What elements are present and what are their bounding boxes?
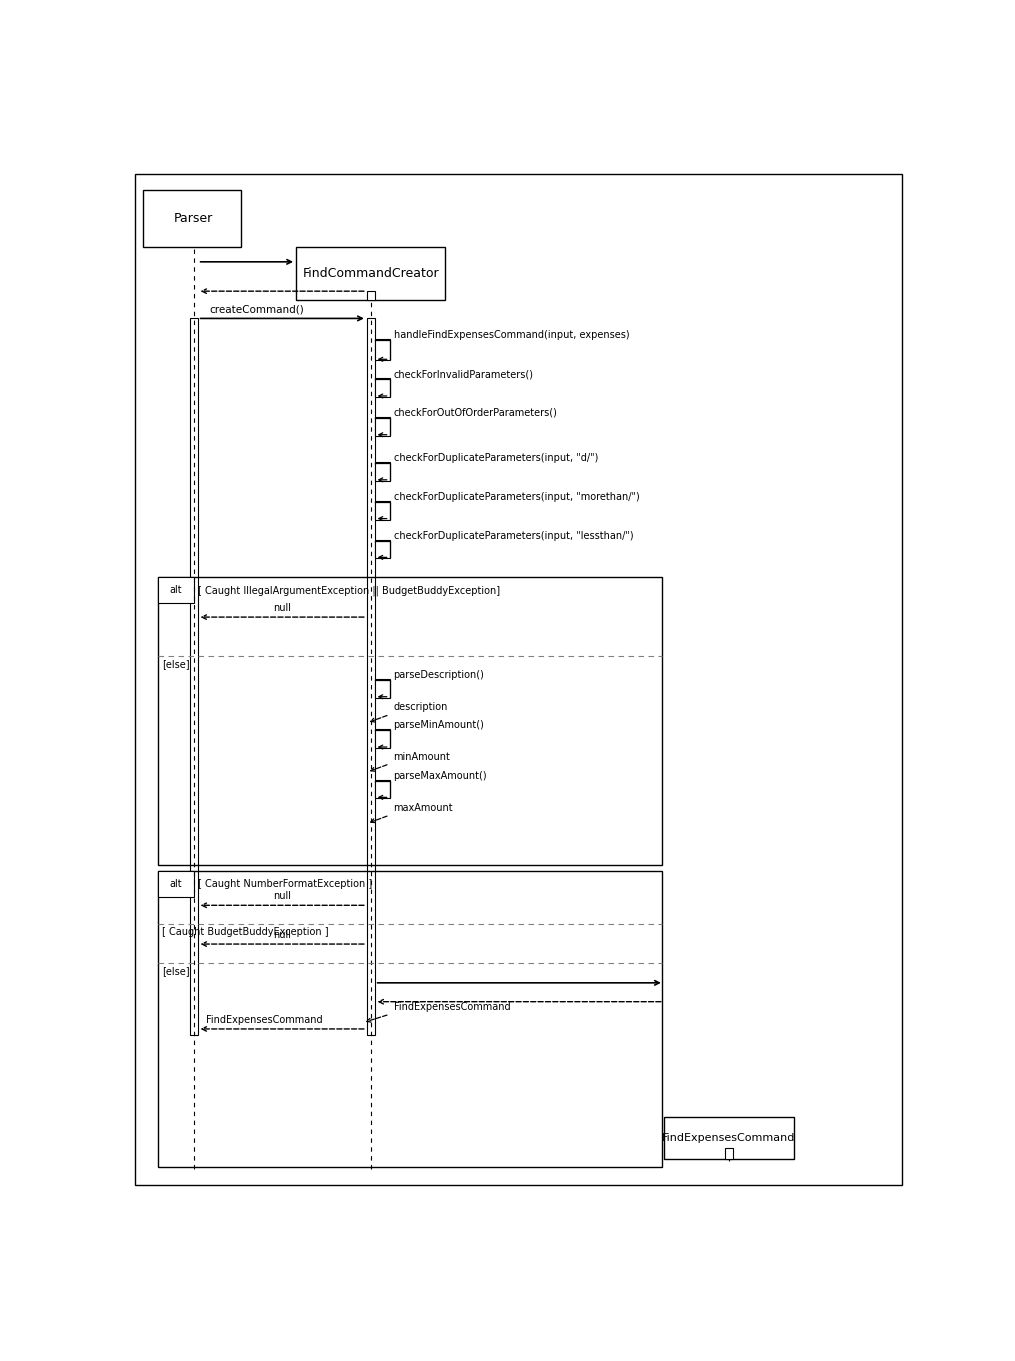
Text: null: null <box>273 891 291 901</box>
Bar <box>296 248 446 299</box>
Bar <box>376 539 390 558</box>
Text: [else]: [else] <box>162 659 190 670</box>
Text: [ Caught IllegalArgumentException || BudgetBuddyException]: [ Caught IllegalArgumentException || Bud… <box>198 585 499 596</box>
Bar <box>158 871 194 897</box>
Bar <box>158 577 662 866</box>
Bar <box>142 189 241 248</box>
Bar <box>376 378 390 397</box>
Bar <box>376 501 390 520</box>
Text: [ Caught BudgetBuddyException ]: [ Caught BudgetBuddyException ] <box>162 927 329 938</box>
Bar <box>158 577 194 603</box>
Bar <box>725 1149 733 1160</box>
Bar <box>376 679 390 698</box>
Text: alt: alt <box>170 585 183 595</box>
Text: parseMaxAmount(): parseMaxAmount() <box>394 770 487 781</box>
Text: null: null <box>273 603 291 612</box>
Bar <box>376 339 390 361</box>
Text: FindExpensesCommand: FindExpensesCommand <box>394 1002 511 1013</box>
Text: FindExpensesCommand: FindExpensesCommand <box>205 1015 322 1025</box>
Text: description: description <box>394 702 448 712</box>
Text: [ Caught NumberFormatException ]: [ Caught NumberFormatException ] <box>198 879 371 889</box>
Text: FindExpensesCommand: FindExpensesCommand <box>662 1132 796 1143</box>
Text: [else]: [else] <box>162 966 190 976</box>
Text: alt: alt <box>170 879 183 889</box>
Text: parseDescription(): parseDescription() <box>394 670 484 680</box>
Text: null: null <box>273 930 291 940</box>
Bar <box>366 318 375 1036</box>
Text: checkForOutOfOrderParameters(): checkForOutOfOrderParameters() <box>394 408 557 418</box>
Bar <box>664 1117 794 1160</box>
Bar <box>366 291 375 299</box>
Text: maxAmount: maxAmount <box>394 803 453 813</box>
Bar <box>376 461 390 480</box>
Bar <box>376 416 390 436</box>
Text: FindCommandCreator: FindCommandCreator <box>302 267 439 280</box>
Text: checkForDuplicateParameters(input, "morethan/"): checkForDuplicateParameters(input, "more… <box>394 491 639 502</box>
Text: parseMinAmount(): parseMinAmount() <box>394 720 484 731</box>
Bar <box>158 871 662 1168</box>
Text: minAmount: minAmount <box>394 751 451 762</box>
Text: Parser: Parser <box>175 212 213 225</box>
Bar <box>190 318 198 1036</box>
Bar <box>376 780 390 799</box>
Text: checkForDuplicateParameters(input, "lessthan/"): checkForDuplicateParameters(input, "less… <box>394 531 633 540</box>
Bar <box>376 729 390 749</box>
Text: checkForInvalidParameters(): checkForInvalidParameters() <box>394 369 534 380</box>
Text: checkForDuplicateParameters(input, "d/"): checkForDuplicateParameters(input, "d/") <box>394 453 598 463</box>
Text: createCommand(): createCommand() <box>209 305 304 314</box>
Text: handleFindExpensesCommand(input, expenses): handleFindExpensesCommand(input, expense… <box>394 331 629 340</box>
